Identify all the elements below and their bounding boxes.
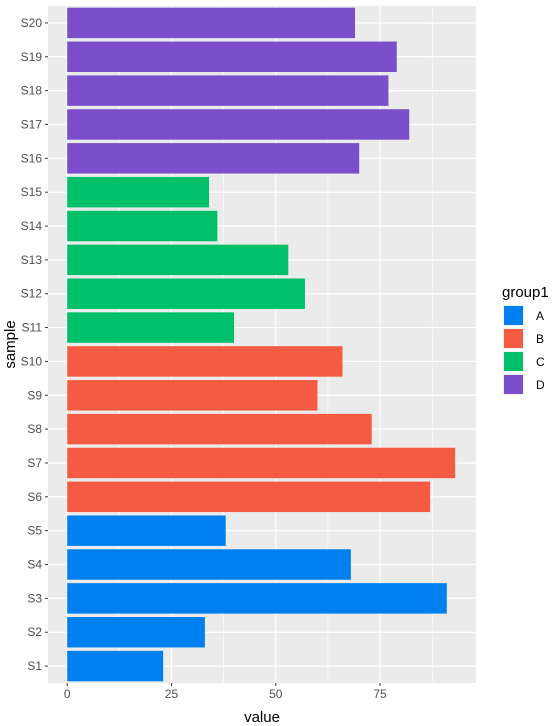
bar-s11 <box>67 312 235 343</box>
legend-label-a: A <box>536 309 544 323</box>
y-tick-label: S8 <box>27 422 42 436</box>
y-tick-label: S10 <box>21 354 43 368</box>
legend-label-c: C <box>536 355 545 369</box>
y-tick-label: S16 <box>21 151 43 165</box>
bar-s10 <box>67 346 343 377</box>
bar-s3 <box>67 583 447 614</box>
y-tick-label: S17 <box>21 117 43 131</box>
bars <box>67 7 456 682</box>
x-axis-title: value <box>244 709 280 726</box>
bar-s6 <box>67 481 431 513</box>
y-tick-label: S18 <box>21 84 43 98</box>
bar-s1 <box>67 650 164 682</box>
y-axis-ticks: S1 S2 S3 S4 S5 S6 S7 S8 S9 S10 S11 S12 S13 S14 S15 S16 S… <box>21 16 48 673</box>
y-tick-label: S14 <box>21 219 43 233</box>
legend-label-b: B <box>536 332 544 346</box>
x-tick-label: 25 <box>165 687 179 701</box>
y-tick-label: S6 <box>27 490 42 504</box>
bar-s7 <box>67 447 456 479</box>
bar-s16 <box>67 143 360 174</box>
y-axis-title: sample <box>2 320 19 368</box>
bar-s14 <box>67 210 218 242</box>
bar-s5 <box>67 515 226 546</box>
y-tick-label: S1 <box>27 659 42 673</box>
bar-s17 <box>67 109 410 140</box>
y-tick-label: S20 <box>21 16 43 30</box>
y-tick-label: S9 <box>27 388 42 402</box>
x-tick-label: 0 <box>64 687 71 701</box>
legend-swatch-c <box>504 352 523 371</box>
y-tick-label: S15 <box>21 185 43 199</box>
bar-s8 <box>67 413 372 445</box>
bar-s4 <box>67 549 351 580</box>
bar-s19 <box>67 41 397 73</box>
legend-swatch-d <box>504 375 523 394</box>
x-tick-label: 75 <box>373 687 387 701</box>
legend-swatch-a <box>504 306 523 325</box>
y-tick-label: S4 <box>27 558 42 572</box>
legend-title: group1 <box>502 284 549 301</box>
y-tick-label: S5 <box>27 524 42 538</box>
bar-s13 <box>67 244 289 276</box>
plot-panel <box>48 6 476 683</box>
y-tick-label: S12 <box>21 287 43 301</box>
y-tick-label: S7 <box>27 456 42 470</box>
bar-s18 <box>67 75 389 106</box>
y-tick-label: S2 <box>27 625 42 639</box>
x-tick-label: 50 <box>269 687 283 701</box>
legend-swatch-b <box>504 329 523 348</box>
y-tick-label: S3 <box>27 591 42 605</box>
y-tick-label: S11 <box>22 321 43 335</box>
bar-s12 <box>67 278 305 309</box>
y-tick-label: S13 <box>21 253 43 267</box>
y-tick-label: S19 <box>21 50 43 64</box>
x-axis-ticks: 0 25 50 75 <box>64 683 387 701</box>
bar-s2 <box>67 616 205 648</box>
bar-s20 <box>67 7 356 39</box>
legend-label-d: D <box>536 378 545 392</box>
bar-s15 <box>67 176 210 208</box>
bar-s9 <box>67 380 318 411</box>
